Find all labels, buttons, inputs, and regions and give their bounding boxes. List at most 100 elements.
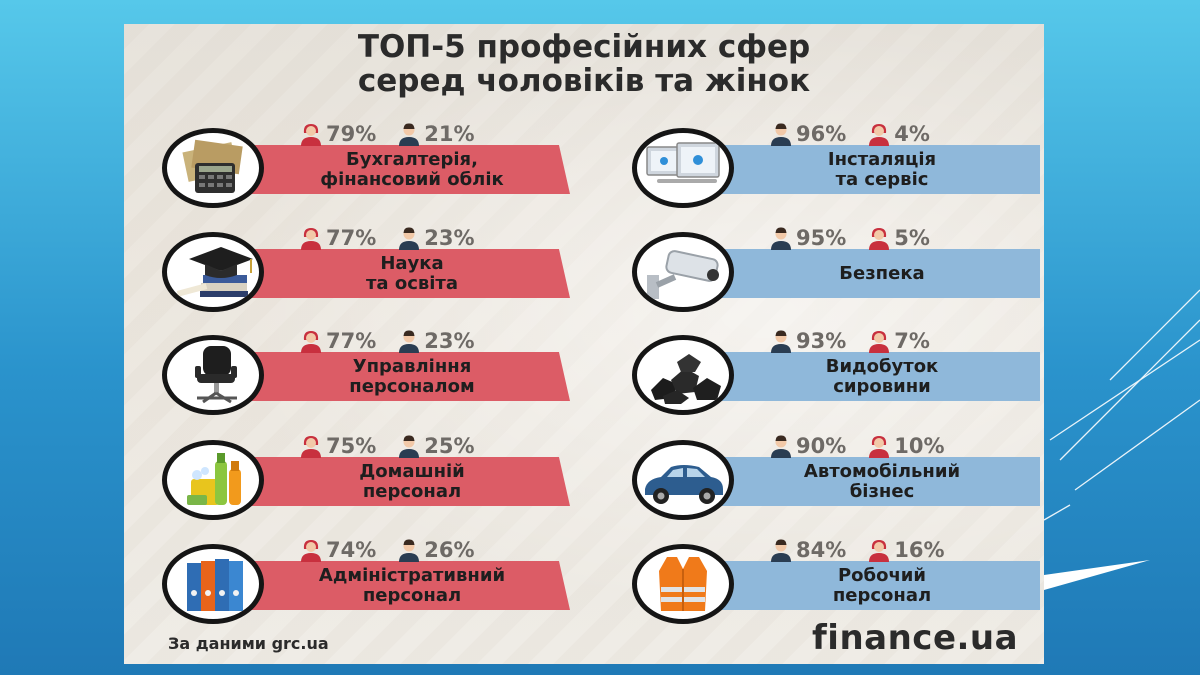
profession-row-science: 77% 23% Наука та освіта [162,226,592,324]
brand-logo: finance.ua [812,618,1019,658]
woman-icon [301,436,321,458]
profession-label-line-1: Наука [380,252,444,274]
profession-label-line-2: та освіта [365,272,459,294]
profession-label-line-2: та сервіс [835,168,929,190]
gender-stats: 95% 5% [770,226,952,250]
man-icon [399,435,420,458]
male-share: 21% [398,122,475,146]
profession-label-line-2: сировини [833,375,931,397]
man-icon [771,435,791,458]
female-share: 4% [868,122,930,146]
gender-stats: 77% 23% [300,329,497,353]
gender-stats: 96% 4% [770,122,952,146]
woman-icon [869,540,890,562]
gender-stats: 84% 16% [770,538,967,562]
profession-label-line-1: Робочий [837,564,927,586]
male-percent: 21% [424,122,475,146]
safety-vest-icon [632,544,734,624]
office-chair-icon [162,335,264,415]
profession-label-line-2: бізнес [849,480,915,502]
female-share: 75% [300,434,376,458]
male-share: 23% [398,226,475,250]
male-percent: 84% [796,538,847,562]
calculator-money-icon [162,128,264,208]
male-percent: 26% [424,538,475,562]
profession-label-line-1: Домашній [359,460,465,482]
profession-label-line-1: Управління [352,355,472,377]
male-percent: 23% [424,226,475,250]
female-percent: 77% [326,329,377,353]
male-share: 23% [398,329,475,353]
background-texture [124,24,1044,664]
man-icon [399,330,420,353]
profession-row-accounting: 79% 21% Бухгалтерія, фінансовий облік [162,122,592,220]
man-icon [399,123,420,146]
coal-icon [632,335,734,415]
male-share: 84% [770,538,846,562]
profession-row-automotive: 90% 10% Автомобільний бізнес [632,434,1044,532]
profession-label-band: Робочий персонал [672,561,1040,610]
gender-stats: 90% 10% [770,434,967,458]
gender-stats: 74% 26% [300,538,497,562]
infographic-title-line-2: серед чоловіків та жінок [357,63,811,99]
male-share: 90% [770,434,846,458]
infographic-card: ТОП-5 професійних сфер серед чоловіків т… [124,24,1044,664]
binders-icon [162,544,264,624]
man-icon [399,227,420,250]
profession-label-line-1: Бухгалтерія, [346,148,478,170]
man-icon [771,123,791,146]
gender-stats: 79% 21% [300,122,497,146]
female-percent: 79% [326,122,377,146]
profession-label-line-1: Інсталяція [827,148,937,170]
woman-icon [301,331,321,353]
profession-row-installation: 96% 4% Інсталяція та сервіс [632,122,1044,220]
gender-stats: 75% 25% [300,434,497,458]
profession-label-line-2: персонал [362,480,462,502]
profession-label-line-2: персонал [832,584,932,606]
woman-icon [869,331,890,353]
profession-label-line-1: Видобуток [825,355,939,377]
graduation-cap-icon [162,232,264,312]
male-percent: 95% [796,226,847,250]
male-percent: 90% [796,434,847,458]
profession-label-line-1: Автомобільний [803,460,961,482]
female-percent: 7% [894,329,930,353]
female-percent: 74% [326,538,377,562]
gender-stats: 77% 23% [300,226,497,250]
female-share: 77% [300,329,376,353]
woman-icon [869,124,890,146]
female-share: 79% [300,122,376,146]
female-share: 77% [300,226,376,250]
gender-stats: 93% 7% [770,329,952,353]
profession-row-hr: 77% 23% Управління персоналом [162,329,592,427]
profession-label-line-2: персонал [362,584,462,606]
man-icon [771,330,791,353]
female-percent: 5% [894,226,930,250]
female-percent: 10% [894,434,945,458]
female-percent: 4% [894,122,930,146]
cleaning-supplies-icon [162,440,264,520]
woman-icon [301,540,321,562]
male-percent: 23% [424,329,475,353]
male-share: 93% [770,329,846,353]
female-share: 10% [868,434,945,458]
female-share: 5% [868,226,930,250]
female-percent: 77% [326,226,377,250]
woman-icon [301,228,321,250]
male-percent: 96% [796,122,847,146]
male-share: 95% [770,226,846,250]
profession-row-workers: 84% 16% Робочий персонал [632,538,1044,636]
female-share: 74% [300,538,376,562]
security-camera-icon [632,232,734,312]
profession-row-security: 95% 5% Безпека [632,226,1044,324]
computer-monitors-icon [632,128,734,208]
male-share: 25% [398,434,475,458]
woman-icon [869,436,890,458]
female-percent: 16% [894,538,945,562]
profession-label-line-1: Адміністративний [318,564,506,586]
source-note: За даними grc.ua [168,634,329,653]
female-percent: 75% [326,434,377,458]
female-share: 16% [868,538,945,562]
man-icon [771,227,791,250]
